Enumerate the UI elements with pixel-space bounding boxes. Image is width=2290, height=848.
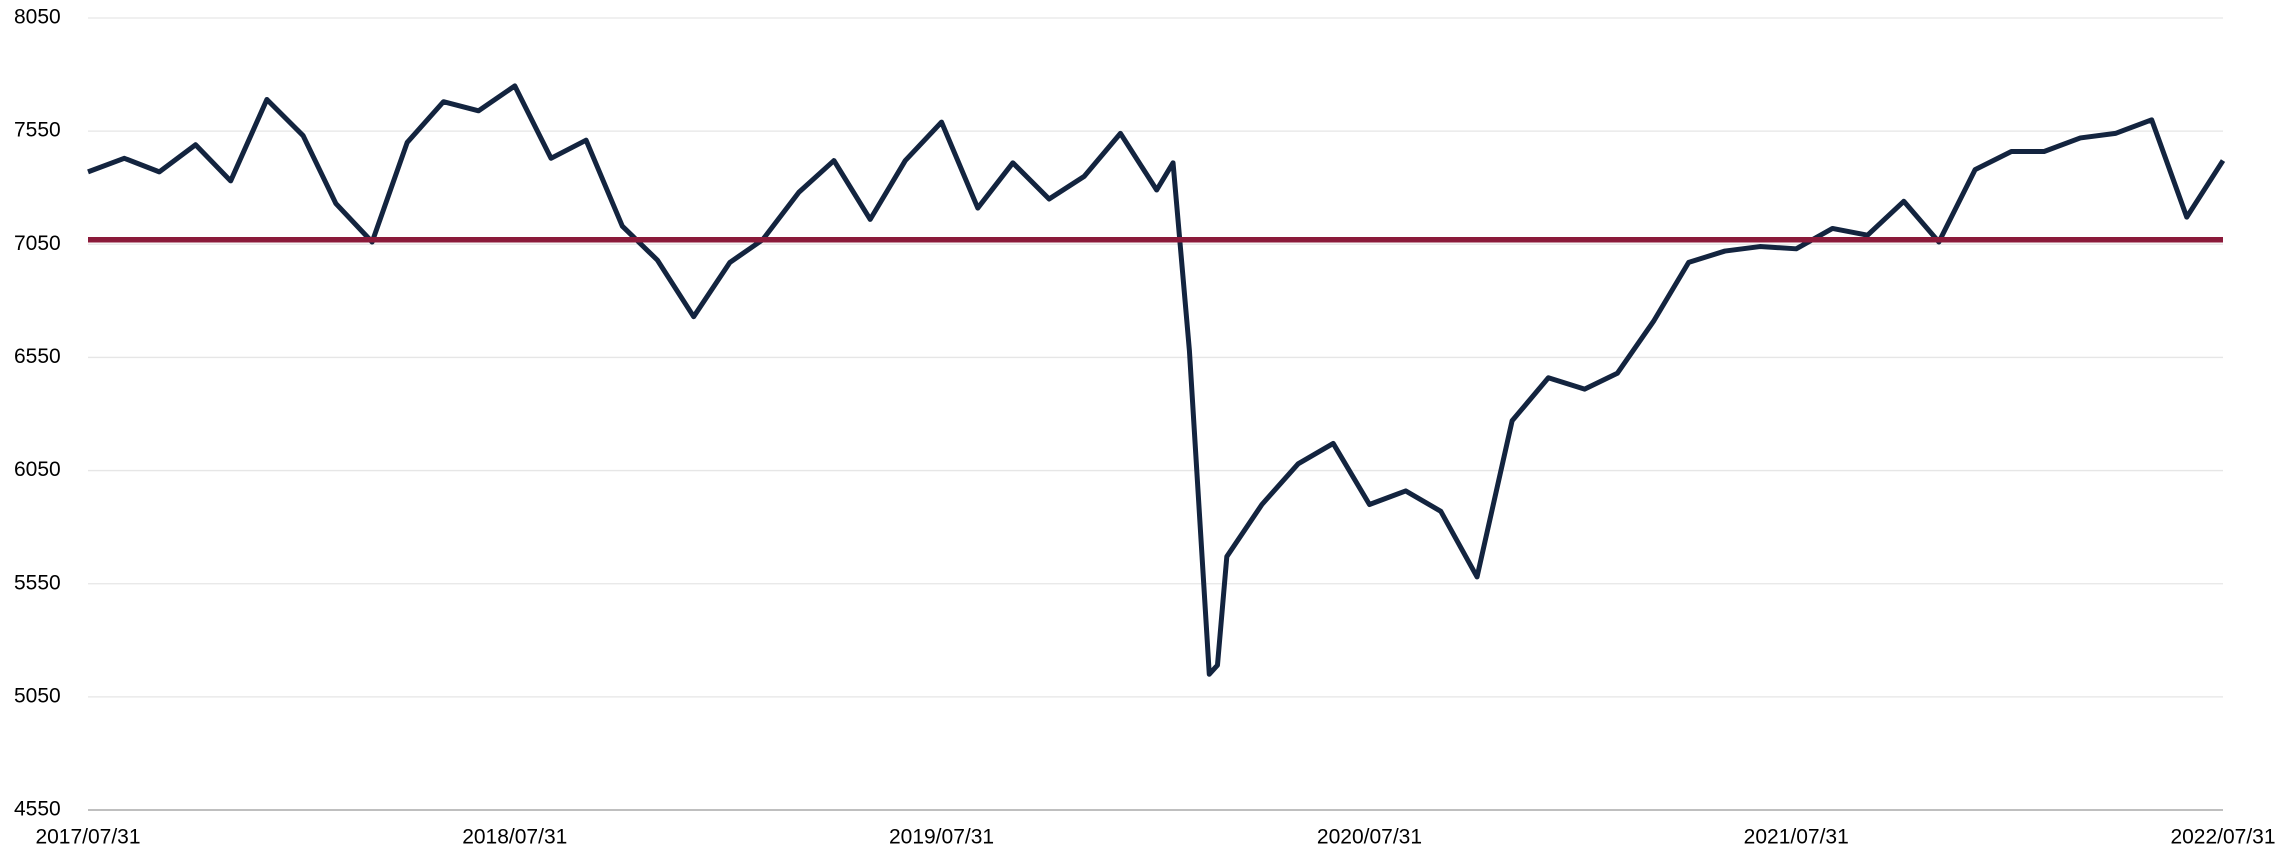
x-tick-label: 2018/07/31 [462,826,567,848]
data-line [87,83,2226,677]
x-tick-label: 2020/07/31 [1317,826,1422,848]
x-tick-label: 2017/07/31 [35,826,140,848]
x-tick-label: 2021/07/31 [1744,826,1849,848]
y-tick-label: 6550 [14,345,61,368]
x-tick-label: 2019/07/31 [889,826,994,848]
y-tick-label: 5550 [14,571,61,594]
y-tick-label: 8050 [14,6,61,29]
y-tick-label: 4550 [14,798,61,821]
y-tick-label: 5050 [14,684,61,707]
y-tick-label: 7050 [14,232,61,255]
x-tick-label: 2022/07/31 [2170,826,2275,848]
y-tick-label: 7550 [14,119,61,142]
y-tick-label: 6050 [14,458,61,481]
